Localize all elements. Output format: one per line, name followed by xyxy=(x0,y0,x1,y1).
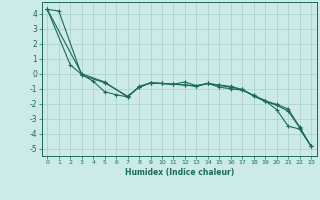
X-axis label: Humidex (Indice chaleur): Humidex (Indice chaleur) xyxy=(124,168,234,177)
